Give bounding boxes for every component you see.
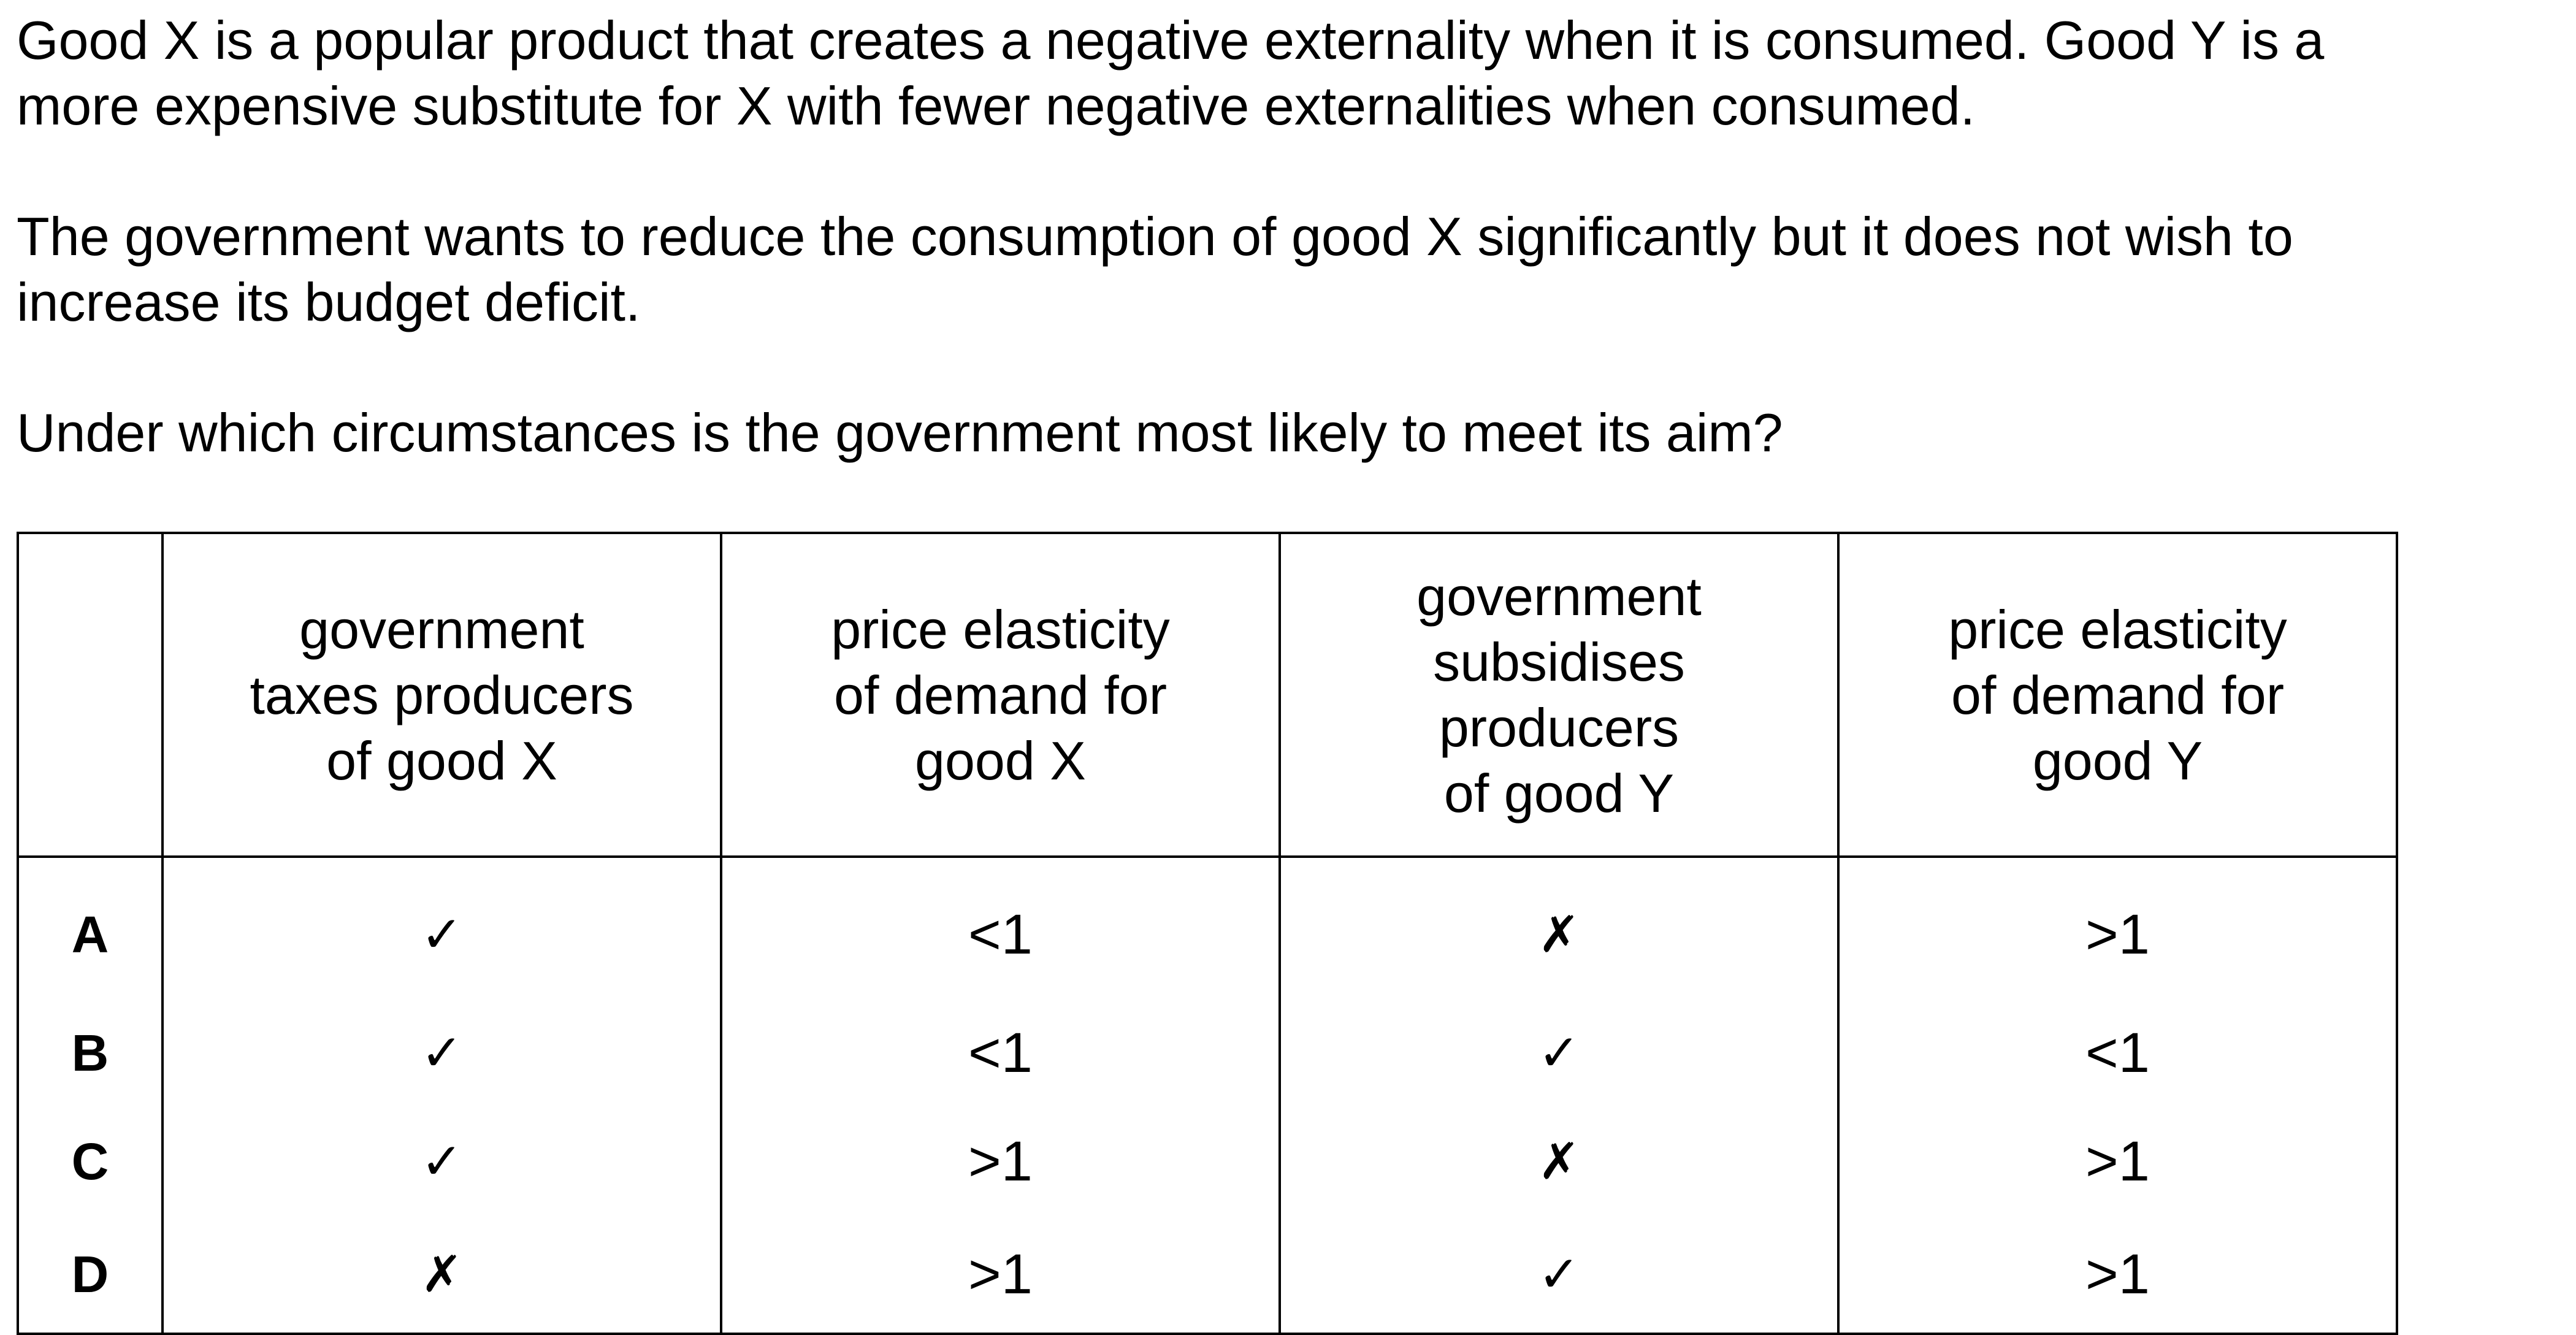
header-line: price elasticity: [831, 599, 1170, 660]
ped-x-value: >1: [720, 1216, 1281, 1335]
tax-x-mark: ✓: [161, 855, 722, 999]
header-line: of good Y: [1443, 763, 1675, 824]
header-cell-empty: [17, 532, 164, 858]
subsidy-y-mark: ✗: [1278, 855, 1840, 999]
header-line: of good X: [326, 730, 557, 791]
table-row: D ✗ >1 ✓ >1: [17, 1216, 2398, 1335]
ped-x-value: <1: [720, 999, 1281, 1107]
header-ped-x: price elasticity of demand for good X: [720, 532, 1281, 858]
tax-x-mark: ✓: [161, 1107, 722, 1216]
ped-y-value: >1: [1837, 1107, 2398, 1216]
paragraph-line: more expensive substitute for X with few…: [17, 75, 1976, 136]
tax-x-mark: ✗: [161, 1216, 722, 1335]
question-paragraph-2: The government wants to reduce the consu…: [17, 204, 2293, 335]
options-table: government taxes producers of good X pri…: [17, 532, 2398, 1335]
paragraph-line: Good X is a popular product that creates…: [17, 10, 2325, 71]
header-line: government: [1416, 566, 1702, 627]
paragraph-line: The government wants to reduce the consu…: [17, 206, 2293, 267]
header-subsidy-y: government subsidises producers of good …: [1278, 532, 1840, 858]
subsidy-y-mark: ✓: [1278, 1216, 1840, 1335]
row-label: B: [17, 999, 164, 1107]
header-line: producers: [1439, 697, 1680, 758]
header-line: price elasticity: [1948, 599, 2287, 660]
header-ped-y: price elasticity of demand for good Y: [1837, 532, 2398, 858]
tax-x-mark: ✓: [161, 999, 722, 1107]
table-header-row: government taxes producers of good X pri…: [17, 532, 2398, 858]
table-row: B ✓ <1 ✓ <1: [17, 999, 2398, 1107]
question-paragraph-1: Good X is a popular product that creates…: [17, 7, 2324, 139]
header-line: subsidises: [1433, 632, 1685, 692]
header-line: taxes producers: [250, 664, 634, 725]
table-row: C ✓ >1 ✗ >1: [17, 1107, 2398, 1216]
row-label: D: [17, 1216, 164, 1335]
ped-y-value: >1: [1837, 1216, 2398, 1335]
table-row: A ✓ <1 ✗ >1: [17, 855, 2398, 999]
ped-x-value: <1: [720, 855, 1281, 999]
row-label: A: [17, 855, 164, 999]
paragraph-line: increase its budget deficit.: [17, 272, 641, 332]
subsidy-y-mark: ✓: [1278, 999, 1840, 1107]
ped-x-value: >1: [720, 1107, 1281, 1216]
subsidy-y-mark: ✗: [1278, 1107, 1840, 1216]
ped-y-value: >1: [1837, 855, 2398, 999]
header-line: of demand for: [834, 664, 1167, 725]
header-line: good X: [915, 730, 1086, 791]
header-line: government: [299, 599, 584, 660]
header-tax-x: government taxes producers of good X: [161, 532, 722, 858]
question-prompt: Under which circumstances is the governm…: [17, 402, 1783, 463]
ped-y-value: <1: [1837, 999, 2398, 1107]
row-label: C: [17, 1107, 164, 1216]
header-line: good Y: [2032, 730, 2203, 791]
header-line: of demand for: [1951, 664, 2284, 725]
